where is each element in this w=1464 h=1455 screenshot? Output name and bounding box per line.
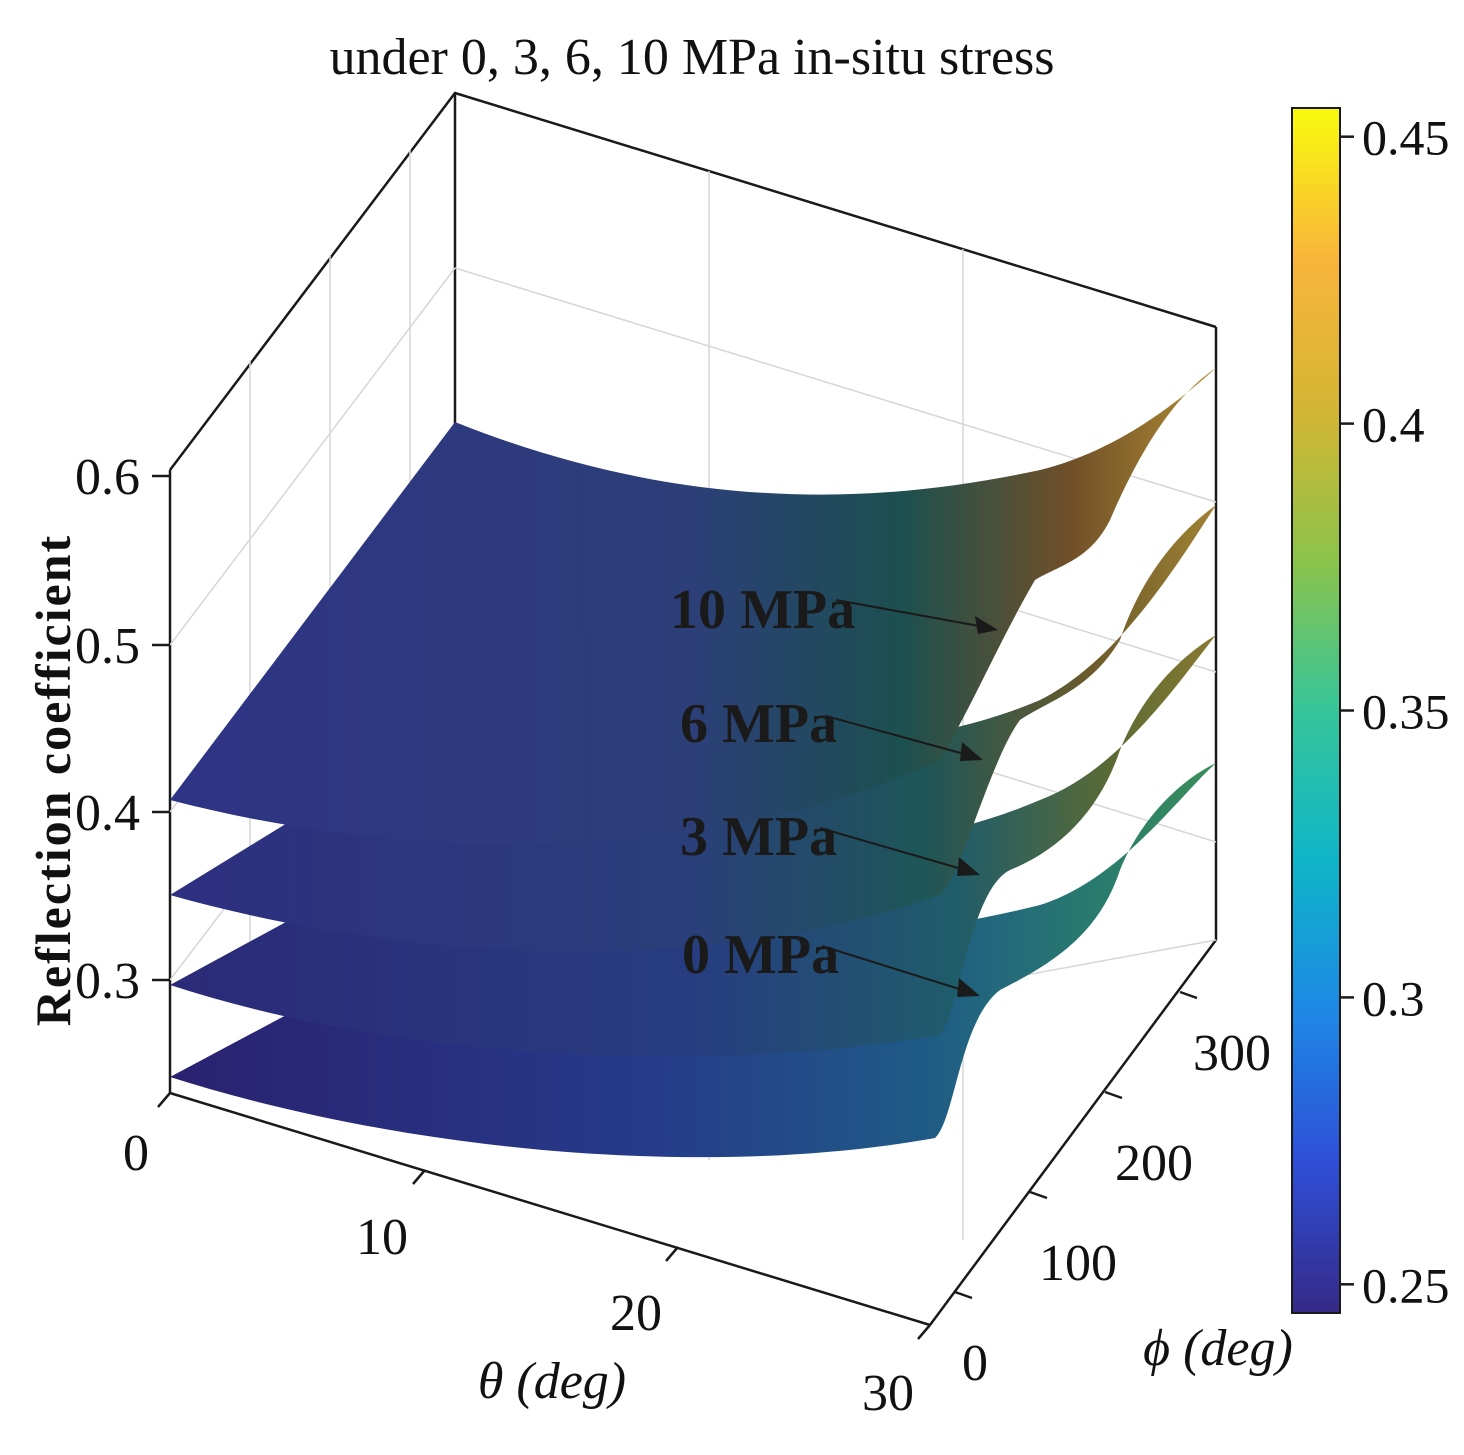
x-tick-label: 10 xyxy=(356,1209,408,1266)
x-axis-label: θ (deg) xyxy=(478,1353,626,1410)
z-tick-label: 0.6 xyxy=(75,449,140,506)
chart-title: under 0, 3, 6, 10 MPa in-situ stress xyxy=(329,29,1054,86)
colorbar-tick-label: 0.35 xyxy=(1362,684,1450,740)
y-tick-label: 200 xyxy=(1115,1135,1193,1192)
z-axis: 0.3 0.4 0.5 0.6 Reflection coefficient xyxy=(25,449,170,1026)
x-tick-label: 30 xyxy=(862,1365,914,1422)
z-tick-label: 0.5 xyxy=(75,618,140,675)
colorbar: 0.25 0.3 0.35 0.4 0.45 xyxy=(1291,107,1450,1314)
annotation-3-mpa: 3 MPa xyxy=(680,806,837,868)
colorbar-tick-label: 0.3 xyxy=(1362,970,1425,1026)
x-axis: 0 10 20 30 θ (deg) xyxy=(123,1092,931,1422)
annotation-10-mpa: 10 MPa xyxy=(670,579,855,641)
y-tick-label: 0 xyxy=(962,1335,988,1392)
z-axis-label: Reflection coefficient xyxy=(25,534,81,1026)
x-tick-label: 20 xyxy=(610,1285,662,1342)
surface-10-mpa xyxy=(170,368,1216,845)
annotation-0-mpa: 0 MPa xyxy=(682,924,839,986)
colorbar-tick-label: 0.45 xyxy=(1362,110,1450,166)
surface-3-mpa xyxy=(170,635,1216,1057)
y-axis-label: ϕ (deg) xyxy=(1143,1320,1293,1377)
annotations: 10 MPa 6 MPa 3 MPa 0 MPa xyxy=(670,579,998,997)
y-axis: 0 100 200 300 ϕ (deg) xyxy=(954,990,1293,1392)
colorbar-ticks: 0.25 0.3 0.35 0.4 0.45 xyxy=(1340,110,1450,1313)
colorbar-strip xyxy=(1291,107,1341,1314)
colorbar-tick-label: 0.25 xyxy=(1362,1257,1450,1313)
y-tick-label: 300 xyxy=(1193,1025,1271,1082)
colorbar-tick-label: 0.4 xyxy=(1362,397,1425,453)
surfaces xyxy=(170,368,1216,1158)
z-tick-label: 0.4 xyxy=(75,785,140,842)
y-tick-label: 100 xyxy=(1039,1235,1117,1292)
annotation-6-mpa: 6 MPa xyxy=(680,693,837,755)
x-tick-label: 0 xyxy=(123,1125,149,1182)
z-tick-label: 0.3 xyxy=(75,953,140,1010)
